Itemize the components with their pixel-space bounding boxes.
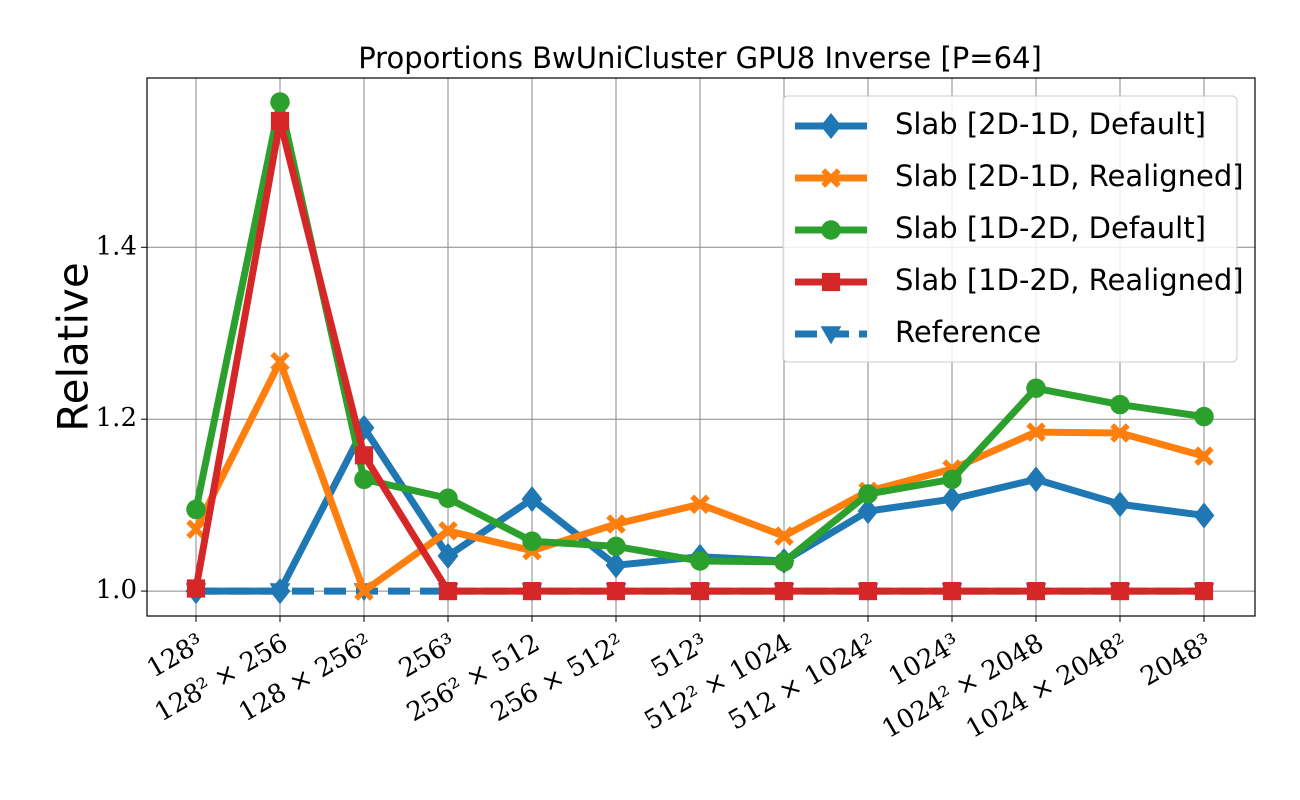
marker <box>269 578 291 605</box>
marker <box>1194 446 1214 466</box>
marker <box>186 519 206 539</box>
marker <box>1110 423 1130 443</box>
marker <box>942 581 962 601</box>
legend-label: Slab [2D-1D, Default] <box>895 107 1206 141</box>
marker <box>942 469 962 490</box>
marker <box>820 113 842 139</box>
marker <box>270 111 290 131</box>
marker <box>186 499 206 520</box>
marker <box>606 514 626 534</box>
marker <box>354 469 374 490</box>
marker <box>1110 394 1130 415</box>
marker <box>605 552 627 579</box>
marker <box>354 581 374 601</box>
marker <box>353 414 375 441</box>
marker <box>522 581 542 601</box>
marker <box>438 488 458 509</box>
legend-label: Slab [1D-2D, Default] <box>895 211 1206 245</box>
marker <box>1109 491 1131 518</box>
marker <box>774 552 794 572</box>
y-tick-label: 1.2 <box>96 403 137 433</box>
marker <box>521 486 543 513</box>
marker <box>821 220 841 240</box>
x-tick-label: 2048³ <box>1136 628 1217 692</box>
marker <box>1193 502 1215 529</box>
marker <box>438 521 458 541</box>
legend-label: Slab [1D-2D, Realigned] <box>895 263 1244 297</box>
marker <box>690 551 710 571</box>
marker <box>941 486 963 513</box>
marker <box>186 579 206 598</box>
marker <box>858 484 878 504</box>
marker <box>1194 406 1214 427</box>
marker <box>690 494 710 515</box>
marker <box>1026 378 1046 399</box>
marker <box>438 581 458 601</box>
marker <box>821 168 841 188</box>
marker <box>437 542 459 569</box>
chart-title: Proportions BwUniCluster GPU8 Inverse [P… <box>358 41 1042 75</box>
marker <box>857 498 879 525</box>
legend-label: Slab [2D-1D, Realigned] <box>895 159 1244 193</box>
legend: Slab [2D-1D, Default] Slab [2D-1D, Realig… <box>782 95 1244 363</box>
legend-box <box>782 95 1238 363</box>
marker <box>270 351 290 372</box>
y-axis-label: Relative <box>49 262 98 431</box>
y-tick-label: 1.0 <box>96 575 137 605</box>
marker <box>606 581 626 601</box>
marker <box>1026 581 1046 601</box>
marker <box>821 272 841 292</box>
marker <box>820 326 842 345</box>
marker <box>522 531 542 551</box>
marker <box>774 581 794 601</box>
marker <box>690 581 710 601</box>
marker <box>1110 581 1130 601</box>
legend-label: Reference <box>895 315 1041 349</box>
plot-frame <box>146 77 1256 617</box>
marker <box>354 446 374 465</box>
marker <box>270 92 290 112</box>
marker <box>1194 581 1214 601</box>
marker <box>774 526 794 546</box>
marker <box>858 581 878 601</box>
marker <box>606 536 626 557</box>
y-tick-label: 1.4 <box>96 231 137 261</box>
marker <box>1026 422 1046 442</box>
marker <box>1025 466 1047 493</box>
